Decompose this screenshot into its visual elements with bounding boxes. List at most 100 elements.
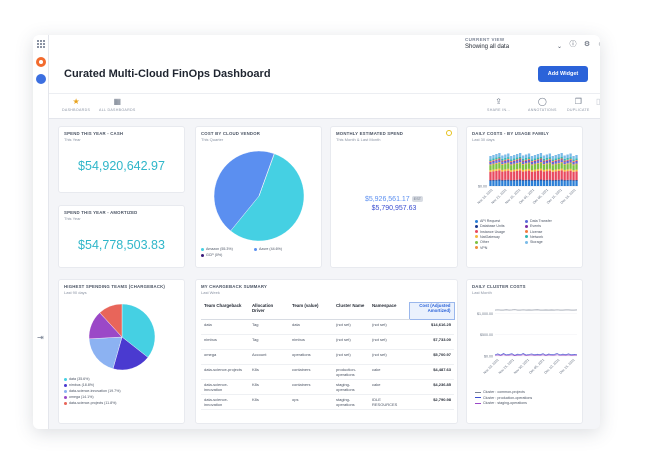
col-cluster-name[interactable]: Cluster Name bbox=[333, 302, 369, 320]
legend-item[interactable]: API Request bbox=[475, 219, 500, 223]
legend-item[interactable]: Cluster : common-projects bbox=[475, 390, 525, 394]
legend-item[interactable]: Cluster : production-operations bbox=[475, 396, 532, 400]
legend-swatch bbox=[475, 397, 481, 399]
table-row[interactable]: data-science-projects K8s containers produc… bbox=[201, 364, 454, 380]
cell-team-value: ops bbox=[289, 394, 333, 410]
bar-segment bbox=[507, 162, 510, 164]
cell-namespace: IDLE RESOURCES bbox=[369, 394, 409, 410]
bar-segment bbox=[533, 155, 537, 159]
bar-segment bbox=[548, 158, 551, 160]
legend-item[interactable]: data-science-projects (11.8%) bbox=[64, 401, 116, 405]
page-header: Curated Multi-Cloud FinOps Dashboard Add… bbox=[49, 57, 600, 93]
legend-label: Azure (44.6%) bbox=[259, 247, 282, 251]
chevron-down-icon[interactable]: ⌄ bbox=[557, 44, 563, 50]
bar-segment bbox=[536, 162, 540, 164]
legend-item[interactable]: Cluster : staging-operations bbox=[475, 401, 527, 405]
bar-segment bbox=[489, 170, 492, 172]
gear-icon[interactable]: ⚙ bbox=[583, 41, 591, 48]
user-avatar[interactable] bbox=[36, 74, 46, 84]
bar-segment bbox=[566, 179, 569, 181]
legend-item[interactable]: Amazon (55.3%) bbox=[201, 247, 233, 251]
col-team-value[interactable]: Team (value) bbox=[289, 302, 333, 320]
bar-segment bbox=[489, 159, 492, 161]
bar-segment bbox=[495, 159, 498, 161]
table-row[interactable]: omega Account operations (not set) (not set)… bbox=[201, 349, 454, 365]
table-row[interactable]: data Tag data (not set) (not set) $14,616.25 bbox=[201, 319, 454, 335]
dashboards-button[interactable]: ★ DASHBOARDS bbox=[62, 97, 91, 112]
legend-item[interactable]: Instance Usage bbox=[475, 230, 505, 234]
current-view-select[interactable]: Showing all data bbox=[465, 44, 510, 50]
bar-segment bbox=[554, 179, 557, 181]
bar-segment bbox=[554, 180, 557, 186]
legend-item[interactable]: License bbox=[525, 230, 542, 234]
bar-segment bbox=[530, 165, 534, 171]
legend-label: Data Transfer bbox=[530, 219, 552, 223]
col-namespace[interactable]: Namespace bbox=[369, 302, 409, 320]
legend-item[interactable]: Other bbox=[475, 240, 489, 244]
delete-button[interactable]: ▯ bbox=[596, 97, 600, 106]
cell-driver: Account bbox=[249, 349, 289, 365]
col-team-chargeback[interactable]: Team Chargeback bbox=[201, 302, 249, 320]
legend-label: API Request bbox=[480, 219, 501, 223]
bar-segment bbox=[518, 170, 522, 180]
pie-slice bbox=[258, 153, 275, 197]
x-tick-label: Dec 15, 2021 bbox=[559, 358, 576, 375]
bar-segment bbox=[551, 164, 554, 166]
legend-item[interactable]: GCP (0%) bbox=[201, 253, 222, 257]
legend-swatch bbox=[64, 389, 67, 393]
add-widget-button[interactable]: Add Widget bbox=[538, 66, 588, 82]
card-subtitle: Last 90 days bbox=[64, 290, 87, 295]
legend-item[interactable]: omega (14.1%) bbox=[64, 395, 94, 399]
bar-segment bbox=[495, 163, 498, 170]
bar-segment bbox=[518, 160, 522, 163]
legend-item[interactable]: Events bbox=[525, 224, 541, 228]
legend-item[interactable]: Database Units bbox=[475, 224, 505, 228]
legend-item[interactable]: Azure (44.6%) bbox=[254, 247, 282, 251]
bar-segment bbox=[495, 170, 498, 180]
y-tick-label: $1,000.00 bbox=[477, 312, 493, 316]
all-dashboards-button[interactable]: ▦ ALL DASHBOARDS bbox=[99, 97, 136, 112]
share-button[interactable]: ⇪ SHARE IN... bbox=[487, 97, 511, 112]
user-icon[interactable]: ☺ bbox=[597, 41, 600, 49]
legend-item[interactable]: data-science-innovation (19.7%) bbox=[64, 389, 121, 393]
bar-segment bbox=[560, 153, 563, 157]
product-logo[interactable] bbox=[36, 57, 46, 67]
duplicate-button[interactable]: ❐ DUPLICATE bbox=[567, 97, 590, 112]
table-row[interactable]: data-science-innovation K8s ops staging-ope… bbox=[201, 394, 454, 410]
bar-segment bbox=[548, 180, 551, 186]
legend-label: NatGateway bbox=[480, 234, 500, 239]
legend-item[interactable]: NatGateway bbox=[475, 235, 500, 239]
bar-segment bbox=[575, 160, 578, 162]
bar-segment bbox=[575, 164, 578, 170]
app-grid-icon[interactable] bbox=[37, 40, 45, 48]
bar-segment bbox=[507, 157, 510, 159]
bar-segment bbox=[524, 160, 528, 162]
help-icon[interactable]: ⓘ bbox=[569, 41, 577, 48]
bar-segment bbox=[518, 153, 522, 157]
bar-segment bbox=[554, 169, 557, 172]
legend-item[interactable]: data (35.6%) bbox=[64, 377, 90, 381]
legend-item[interactable]: VPN bbox=[475, 246, 487, 250]
cell-driver: K8s bbox=[249, 364, 289, 380]
warning-icon[interactable] bbox=[446, 130, 452, 136]
legend-item[interactable]: nimbus (18.8%) bbox=[64, 383, 94, 387]
bar-segment bbox=[504, 164, 507, 170]
legend-label: License bbox=[530, 229, 543, 234]
col-allocation-driver[interactable]: Allocation Driver bbox=[249, 302, 289, 320]
bar-segment bbox=[521, 155, 525, 159]
logout-icon[interactable]: ⇥ bbox=[37, 333, 44, 342]
bar-segment bbox=[501, 180, 504, 186]
table-row[interactable]: data-science-innovation K8s containers stag… bbox=[201, 379, 454, 395]
legend-item[interactable]: Storage bbox=[525, 240, 543, 244]
col-cost[interactable]: Cost (Adjusted Amortized) bbox=[408, 302, 455, 320]
bar-segment bbox=[524, 179, 528, 181]
legend-item[interactable]: Data Transfer bbox=[525, 219, 552, 223]
bar-segment bbox=[513, 158, 516, 161]
table-row[interactable]: nimbus Tag nimbus (not set) (not set) $7,733.… bbox=[201, 334, 454, 350]
cell-cost: $7,733.00 bbox=[409, 334, 454, 350]
bar-segment bbox=[557, 180, 560, 186]
bar-segment bbox=[501, 171, 504, 181]
annotations-button[interactable]: ◯ ANNOTATIONS bbox=[528, 97, 557, 112]
legend-item[interactable]: Network bbox=[525, 235, 543, 239]
bar-segment bbox=[554, 161, 557, 162]
